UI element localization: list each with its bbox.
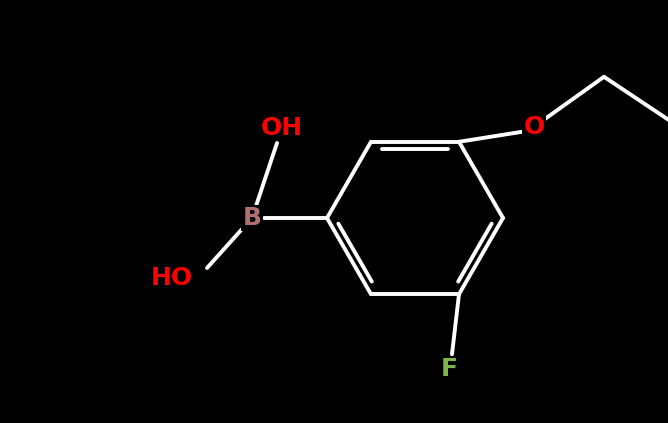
- Text: O: O: [523, 115, 544, 139]
- Text: F: F: [440, 357, 458, 381]
- Text: B: B: [242, 206, 261, 230]
- Text: HO: HO: [151, 266, 193, 290]
- Text: OH: OH: [261, 116, 303, 140]
